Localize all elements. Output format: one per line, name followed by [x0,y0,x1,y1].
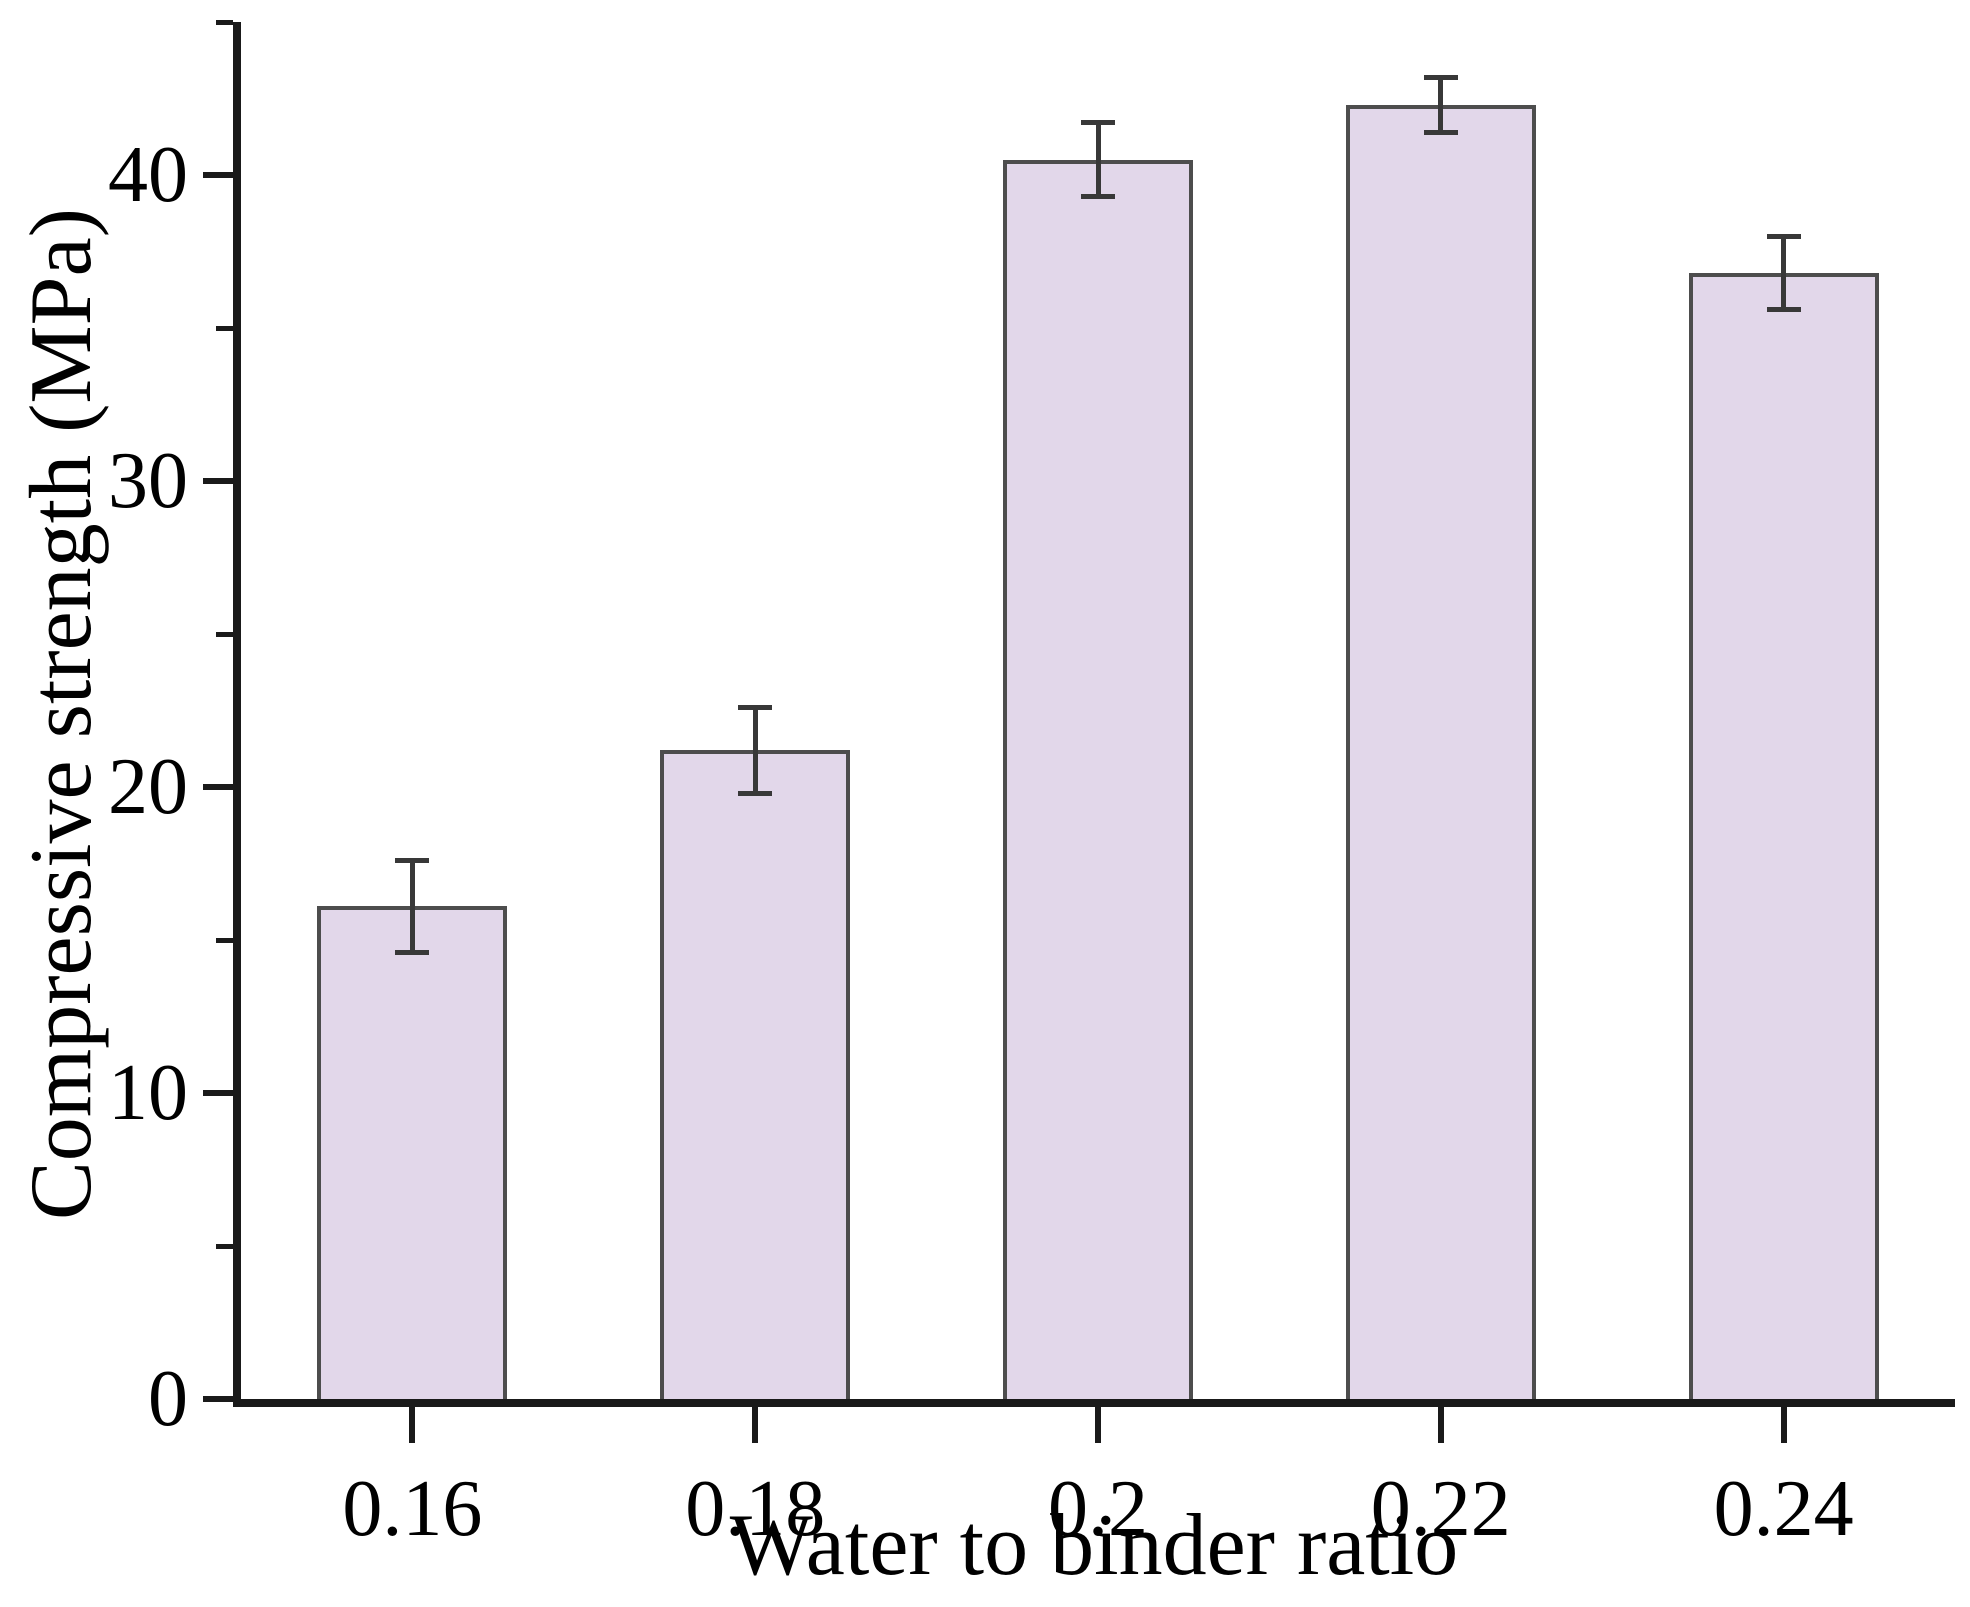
x-axis-tick-label: 0.24 [1713,1465,1854,1553]
y-axis-title: Compressive strength (MPa) [13,208,110,1220]
x-axis-major-tick [409,1399,416,1443]
y-axis-tick-label: 40 [108,131,188,220]
y-axis-minor-tick [216,325,233,331]
bar [1345,104,1536,1399]
error-bar-line [1438,77,1444,133]
error-bar-cap-bottom [1081,193,1115,199]
error-bar-line [752,707,758,794]
y-axis-major-tick [203,1090,233,1097]
y-axis-major-tick [203,172,233,179]
x-axis-tick-label: 0.18 [685,1465,826,1553]
x-axis-tick-label: 0.2 [1048,1465,1148,1553]
x-axis-tick-label: 0.16 [342,1465,483,1553]
error-bar-cap-bottom [395,949,430,955]
plot-area: 0 10 20 30 40 0.16 0.18 0.2 0.22 0.24 [108,19,1955,1549]
y-axis-tick-label: 0 [148,1355,188,1443]
bar [1688,272,1879,1399]
error-bar-cap-top [395,857,430,863]
error-bar-cap-bottom [738,790,773,796]
error-bar-line [409,860,415,953]
error-bar-cap-bottom [1766,307,1801,313]
y-axis-major-tick [203,478,233,485]
y-axis-minor-tick [216,631,233,637]
y-axis-minor-tick [216,19,233,25]
x-axis-title: Water to binder ratio [729,1497,1459,1594]
bar [317,906,508,1399]
error-bar-cap-top [1423,74,1458,80]
error-bar-line [1781,236,1787,310]
bar [660,750,851,1399]
bar [1003,159,1193,1399]
x-axis-major-tick [752,1399,759,1443]
y-axis-tick-label: 30 [108,437,188,525]
y-axis-tick-label: 10 [108,1049,188,1138]
error-bar-cap-top [1766,233,1801,239]
x-axis-tick-label: 0.22 [1370,1465,1511,1553]
x-axis-major-tick [1095,1399,1101,1443]
error-bar-cap-bottom [1423,129,1458,135]
y-axis-major-tick [203,1396,233,1402]
y-axis-major-tick [203,784,233,791]
y-axis-minor-tick [216,1243,233,1249]
y-axis-minor-tick [216,937,233,943]
error-bar-cap-top [1081,120,1115,126]
x-axis-major-tick [1437,1399,1444,1443]
error-bar-line [1095,122,1101,197]
error-bar-cap-top [738,704,773,710]
x-axis-major-tick [1780,1399,1787,1443]
y-axis-tick-label: 20 [108,743,188,832]
